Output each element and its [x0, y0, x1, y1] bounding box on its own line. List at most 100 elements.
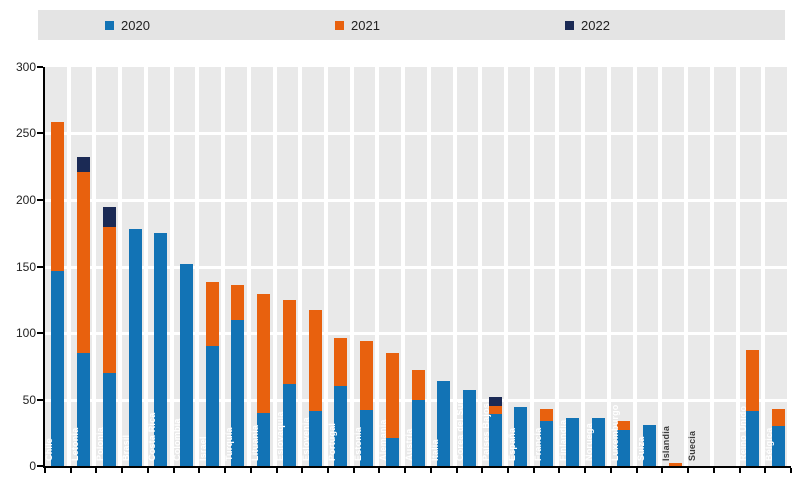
- bar-segment-2021-Reino Unido: [745, 350, 759, 412]
- bar-label-Polonia: Polonia: [95, 427, 106, 461]
- bar-segment-2021-Israel: [205, 282, 219, 347]
- bar-segment-2021-Eslovaquia: [282, 299, 296, 384]
- bar-segment-2020-Finlandia: [565, 418, 579, 466]
- bar-segment-2020-Italia: [437, 380, 451, 466]
- x-tick-mark: [198, 468, 201, 473]
- x-tick-mark: [738, 468, 741, 473]
- y-tick-label-300: 300: [15, 60, 36, 74]
- bar-segment-2020-Bélgica: [771, 426, 785, 466]
- bar-segment-2020-Eslovaquia: [282, 383, 296, 466]
- y-tick-mark: [37, 66, 43, 68]
- bar-segment-2020-Luxemburgo: [617, 430, 631, 466]
- bar-segment-2020-Polonia: [102, 372, 116, 466]
- bar-segment-2021-Estonia: [360, 340, 374, 411]
- bar-segment-2021-Bélgica: [771, 408, 785, 427]
- bar-label-Islandia: Islandia: [661, 425, 672, 461]
- x-tick-mark: [584, 468, 587, 473]
- x-tick-mark: [301, 468, 304, 473]
- bar-segment-2021-Letonia: [77, 172, 91, 353]
- bar-segment-2020-Corea del Sur: [462, 390, 476, 466]
- bar-segment-2021-Islandia: [668, 463, 682, 466]
- bar-segment-2020-Letonia: [77, 352, 91, 466]
- bar-segment-2020-Países Bajos: [488, 414, 502, 466]
- bar-segment-2021-Alemania: [385, 352, 399, 439]
- bar-segment-2020-Lituania: [257, 412, 271, 466]
- chart-legend: 2020 2021 2022: [38, 10, 785, 40]
- legend-item-2021: 2021: [335, 10, 380, 40]
- bar-label-Costa Rica: Costa Rica: [146, 412, 157, 461]
- bar-segment-2020-Turquía: [231, 319, 245, 466]
- y-tick-mark: [37, 331, 43, 334]
- x-tick-mark: [481, 468, 484, 473]
- bar-label-Bélgica: Bélgica: [764, 427, 775, 461]
- bar-label-Austria: Austria: [404, 428, 414, 461]
- bar-label-Chile: Chile: [43, 437, 54, 461]
- x-tick-mark: [661, 468, 664, 473]
- y-axis: 0 50 100 150 200 250 300: [0, 60, 36, 473]
- legend-item-2022: 2022: [565, 10, 610, 40]
- bar-segment-2020-Suiza: [643, 424, 657, 466]
- x-tick-mark: [172, 468, 175, 473]
- x-tick-mark: [352, 468, 355, 473]
- y-tick-mark: [37, 265, 43, 268]
- bar-segment-2021-Portugal: [334, 338, 348, 387]
- legend-label: 2020: [121, 17, 150, 33]
- bar-segment-2021-Países Bajos: [488, 406, 502, 415]
- x-tick-mark: [326, 468, 329, 473]
- bar-segment-2020-Israel: [205, 346, 219, 466]
- legend-item-2020: 2020: [105, 10, 150, 40]
- x-tick-mark: [790, 468, 792, 473]
- y-tick-label-0: 0: [29, 459, 36, 473]
- bar-segment-2021-Eslovenia: [308, 310, 322, 412]
- bar-segment-2021-Lituania: [257, 294, 271, 413]
- y-tick-label-100: 100: [15, 325, 36, 340]
- x-tick-mark: [558, 468, 561, 473]
- bar-segment-2020-Alemania: [385, 438, 399, 466]
- x-tick-mark: [275, 468, 278, 473]
- x-tick-mark: [507, 468, 510, 473]
- bar-segment-2020-Eslovenia: [308, 411, 322, 466]
- x-tick-mark: [121, 468, 124, 473]
- y-tick-mark: [37, 465, 43, 467]
- x-tick-mark: [609, 468, 612, 473]
- bar-segment-2021-Chile: [51, 121, 65, 271]
- bar-segment-2020-Colombia: [179, 263, 193, 466]
- x-tick-mark: [378, 468, 381, 473]
- x-tick-mark: [95, 468, 98, 473]
- bar-segment-2020-Chile: [51, 270, 65, 466]
- x-tick-mark: [69, 468, 72, 473]
- x-tick-mark: [44, 468, 46, 473]
- bar-segment-2020-España: [514, 407, 528, 466]
- bar-label-Brasil: Brasil: [121, 434, 132, 461]
- h-gridline-200: [45, 198, 791, 202]
- legend-swatch-2022: [565, 20, 574, 30]
- bar-label-España: España: [506, 427, 517, 461]
- y-tick-label-50: 50: [22, 392, 36, 407]
- y-tick-label-200: 200: [15, 192, 36, 207]
- x-tick-mark: [429, 468, 432, 473]
- bar-label-Alemania: Alemania: [378, 419, 389, 461]
- bar-label-Suiza: Suiza: [635, 436, 646, 461]
- bar-label-Eslovaquia: Eslovaquia: [275, 411, 286, 461]
- h-gridline-250: [45, 132, 791, 136]
- y-tick-mark: [37, 398, 43, 401]
- bar-label-Estonia: Estonia: [352, 427, 363, 461]
- bar-segment-2020-Brasil: [128, 229, 142, 466]
- bar-segment-2020-Estonia: [360, 410, 374, 466]
- y-tick-label-250: 250: [15, 126, 36, 141]
- x-tick-mark: [224, 468, 227, 473]
- bar-segment-2020-Reino Unido: [745, 411, 759, 466]
- bar-label-Letonia: Letonia: [69, 427, 80, 461]
- bar-segment-2022-Polonia: [102, 206, 116, 227]
- legend-swatch-2020: [105, 20, 114, 30]
- bar-segment-2021-Turquía: [231, 285, 245, 320]
- bar-segment-2022-Países Bajos: [488, 396, 502, 407]
- bar-segment-2021-Luxemburgo: [617, 420, 631, 431]
- bar-label-Reino Unido: Reino Unido: [738, 405, 749, 461]
- bar-label-Israel: Israel: [198, 436, 209, 461]
- x-tick-mark: [249, 468, 252, 473]
- bar-segment-2020-Austria: [411, 399, 425, 466]
- bar-segment-2021-Francia: [540, 408, 554, 421]
- x-tick-mark: [455, 468, 458, 473]
- x-tick-mark: [146, 468, 149, 473]
